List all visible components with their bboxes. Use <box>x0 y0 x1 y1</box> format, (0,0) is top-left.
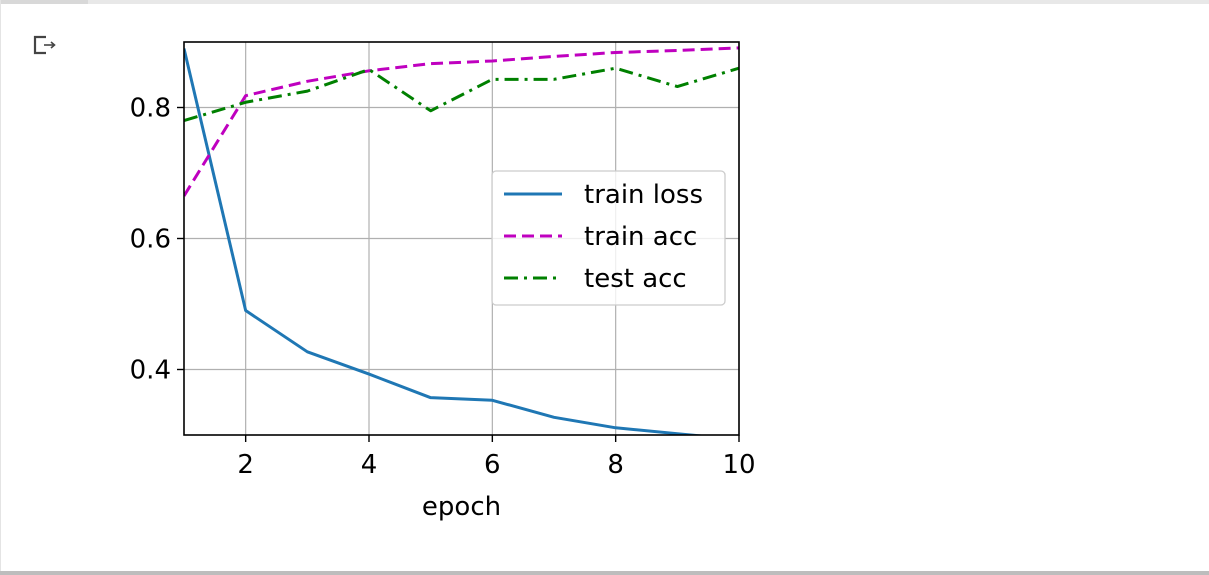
x-tick-label: 8 <box>607 450 624 480</box>
x-tick-label: 2 <box>237 450 254 480</box>
x-axis-label: epoch <box>422 492 501 522</box>
y-tick-label: 0.8 <box>130 94 171 124</box>
series-lines <box>184 46 739 435</box>
cell-bottom-border <box>0 571 1209 575</box>
y-tick-label: 0.4 <box>130 356 171 386</box>
series-line-train-acc <box>184 46 739 197</box>
series-line-test-acc <box>184 66 739 123</box>
legend-label: test acc <box>584 264 687 294</box>
x-tick-label: 4 <box>361 450 378 480</box>
legend-label: train acc <box>584 222 697 252</box>
output-redirect-icon[interactable] <box>30 30 66 60</box>
cell-left-border <box>0 0 1 575</box>
axis-ticks: 2 4 6 8 10 0.4 0.6 0.8 <box>130 94 756 481</box>
x-tick-label: 10 <box>722 450 755 480</box>
legend-label: train loss <box>584 180 703 210</box>
series-line-train-loss <box>184 48 707 435</box>
legend-box <box>491 170 726 306</box>
cell-top-border-accent <box>0 0 88 4</box>
y-tick-label: 0.6 <box>130 225 171 255</box>
cell-top-border <box>0 0 1209 4</box>
legend: train loss train acc test acc <box>491 170 726 306</box>
x-tick-label: 6 <box>484 450 501 480</box>
